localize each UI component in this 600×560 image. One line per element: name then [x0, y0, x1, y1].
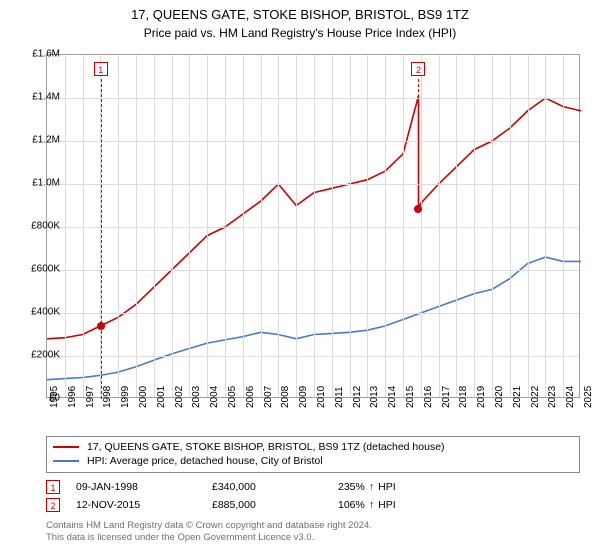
attribution-line-2: This data is licensed under the Open Gov…	[46, 532, 580, 544]
x-tick-label: 2024	[565, 386, 576, 408]
x-tick-label: 2006	[245, 386, 256, 408]
arrow-up-icon: ↑	[369, 481, 374, 493]
legend-swatch	[53, 446, 79, 448]
plot-region: 12	[46, 54, 580, 398]
x-tick-label: 2014	[387, 386, 398, 408]
sale-row-suffix: HPI	[378, 481, 396, 493]
legend-label: HPI: Average price, detached house, City…	[87, 455, 323, 467]
x-tick-label: 2009	[298, 386, 309, 408]
sale-marker-dot	[414, 205, 422, 213]
sale-row-marker: 1	[46, 480, 60, 494]
legend: 17, QUEENS GATE, STOKE BISHOP, BRISTOL, …	[46, 436, 580, 473]
chart-container: 17, QUEENS GATE, STOKE BISHOP, BRISTOL, …	[0, 0, 600, 560]
sale-row-suffix: HPI	[378, 499, 396, 511]
legend-label: 17, QUEENS GATE, STOKE BISHOP, BRISTOL, …	[87, 441, 445, 453]
sale-marker-dot	[97, 322, 105, 330]
chart-title: 17, QUEENS GATE, STOKE BISHOP, BRISTOL, …	[0, 0, 600, 24]
sale-row: 1 09-JAN-1998 £340,000 235% ↑ HPI	[46, 478, 580, 496]
sale-row-price: £340,000	[212, 481, 322, 493]
y-tick-label: £400K	[8, 307, 60, 318]
sale-marker-box: 1	[94, 62, 108, 76]
chart-area: 12	[46, 54, 580, 398]
sale-row-hpi: 106% ↑ HPI	[338, 499, 396, 511]
x-tick-label: 2020	[494, 386, 505, 408]
sale-row-marker: 2	[46, 498, 60, 512]
sale-row-date: 09-JAN-1998	[76, 481, 196, 493]
x-tick-label: 2018	[458, 386, 469, 408]
x-tick-label: 2005	[227, 386, 238, 408]
chart-subtitle: Price paid vs. HM Land Registry's House …	[0, 24, 600, 40]
x-tick-label: 2016	[423, 386, 434, 408]
x-tick-label: 1996	[67, 386, 78, 408]
x-tick-label: 2023	[547, 386, 558, 408]
sale-row-pct: 235%	[338, 481, 365, 493]
x-tick-label: 2011	[334, 386, 345, 408]
x-tick-label: 2022	[530, 386, 541, 408]
sale-row-date: 12-NOV-2015	[76, 499, 196, 511]
sale-marker-box: 2	[411, 62, 425, 76]
x-tick-label: 2025	[583, 386, 594, 408]
x-tick-label: 2007	[263, 386, 274, 408]
legend-swatch	[53, 460, 79, 462]
arrow-up-icon: ↑	[369, 499, 374, 511]
sale-row-pct: 106%	[338, 499, 365, 511]
legend-row: HPI: Average price, detached house, City…	[53, 454, 573, 468]
x-tick-label: 1998	[102, 386, 113, 408]
legend-row: 17, QUEENS GATE, STOKE BISHOP, BRISTOL, …	[53, 440, 573, 454]
y-tick-label: £1.4M	[8, 92, 60, 103]
x-tick-label: 2004	[209, 386, 220, 408]
sale-marker-line	[418, 79, 419, 209]
x-tick-label: 2000	[138, 386, 149, 408]
x-tick-label: 1997	[85, 386, 96, 408]
x-tick-label: 1995	[49, 386, 60, 408]
y-tick-label: £600K	[8, 264, 60, 275]
attribution: Contains HM Land Registry data © Crown c…	[46, 520, 580, 545]
sale-row-hpi: 235% ↑ HPI	[338, 481, 396, 493]
x-tick-label: 1999	[120, 386, 131, 408]
x-tick-label: 2019	[476, 386, 487, 408]
y-tick-label: £800K	[8, 221, 60, 232]
x-tick-label: 2010	[316, 386, 327, 408]
y-tick-label: £1.2M	[8, 135, 60, 146]
y-tick-label: £1.6M	[8, 49, 60, 60]
sale-marker-line	[101, 79, 102, 399]
sale-markers-table: 1 09-JAN-1998 £340,000 235% ↑ HPI 2 12-NOV-2015…	[46, 478, 580, 514]
attribution-line-1: Contains HM Land Registry data © Crown c…	[46, 520, 580, 532]
x-tick-label: 2003	[191, 386, 202, 408]
x-tick-label: 2017	[441, 386, 452, 408]
x-tick-label: 2021	[512, 386, 523, 408]
sale-row: 2 12-NOV-2015 £885,000 106% ↑ HPI	[46, 496, 580, 514]
x-tick-label: 2008	[280, 386, 291, 408]
y-tick-label: £1.0M	[8, 178, 60, 189]
x-tick-label: 2001	[156, 386, 167, 408]
y-tick-label: £200K	[8, 350, 60, 361]
x-tick-label: 2012	[352, 386, 363, 408]
x-tick-label: 2002	[174, 386, 185, 408]
x-tick-label: 2013	[369, 386, 380, 408]
sale-row-price: £885,000	[212, 499, 322, 511]
x-tick-label: 2015	[405, 386, 416, 408]
